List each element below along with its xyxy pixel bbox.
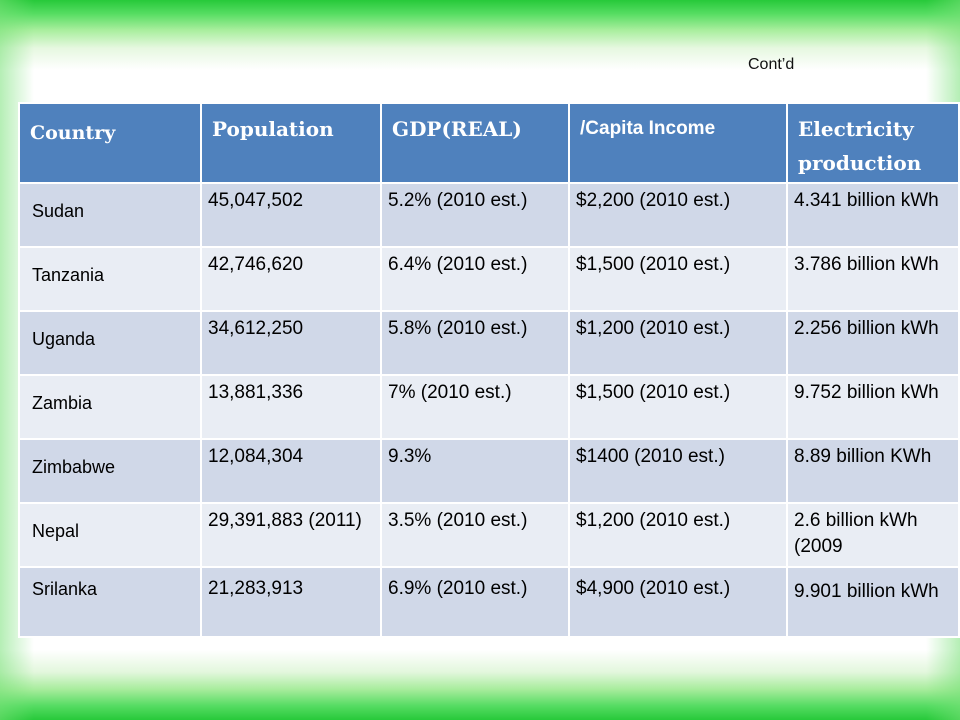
- cell-gdp: 9.3%: [380, 438, 570, 504]
- cell-capita-income: $1,200 (2010 est.): [568, 502, 788, 568]
- cell-country: Tanzania: [18, 246, 202, 312]
- table-row: Zambia 13,881,336 7% (2010 est.) $1,500 …: [18, 374, 960, 440]
- table-row: Srilanka 21,283,913 6.9% (2010 est.) $4,…: [18, 566, 960, 638]
- cell-electricity: 9.752 billion kWh: [786, 374, 960, 440]
- cell-capita-income: $1,200 (2010 est.): [568, 310, 788, 376]
- cell-electricity: 8.89 billion KWh: [786, 438, 960, 504]
- cell-population: 13,881,336: [200, 374, 382, 440]
- cell-population: 34,612,250: [200, 310, 382, 376]
- cell-electricity: 4.341 billion kWh: [786, 182, 960, 248]
- cell-country: Sudan: [18, 182, 202, 248]
- cell-gdp: 5.8% (2010 est.): [380, 310, 570, 376]
- header-capita-income: /Capita Income: [568, 102, 788, 184]
- cell-population: 21,283,913: [200, 566, 382, 638]
- header-country: Country: [18, 102, 202, 184]
- cell-country: Srilanka: [18, 566, 202, 638]
- table-row: Zimbabwe 12,084,304 9.3% $1400 (2010 est…: [18, 438, 960, 504]
- cell-electricity: 3.786 billion kWh: [786, 246, 960, 312]
- table-header-row: Country Population GDP(REAL) /Capita Inc…: [18, 102, 960, 184]
- cell-population: 12,084,304: [200, 438, 382, 504]
- table-row: Tanzania 42,746,620 6.4% (2010 est.) $1,…: [18, 246, 960, 312]
- table-row: Uganda 34,612,250 5.8% (2010 est.) $1,20…: [18, 310, 960, 376]
- table-row: Sudan 45,047,502 5.2% (2010 est.) $2,200…: [18, 182, 960, 248]
- cell-gdp: 6.4% (2010 est.): [380, 246, 570, 312]
- cell-population: 45,047,502: [200, 182, 382, 248]
- cell-electricity: 2.6 billion kWh (2009: [786, 502, 960, 568]
- cell-capita-income: $2,200 (2010 est.): [568, 182, 788, 248]
- cell-gdp: 6.9% (2010 est.): [380, 566, 570, 638]
- cell-electricity: 2.256 billion kWh: [786, 310, 960, 376]
- cell-capita-income: $4,900 (2010 est.): [568, 566, 788, 638]
- cell-country: Uganda: [18, 310, 202, 376]
- cell-country: Zambia: [18, 374, 202, 440]
- cell-gdp: 5.2% (2010 est.): [380, 182, 570, 248]
- header-electricity-production: Electricity production: [786, 102, 960, 184]
- cell-country: Nepal: [18, 502, 202, 568]
- cell-electricity: 9.901 billion kWh: [786, 566, 960, 638]
- table-row: Nepal 29,391,883 (2011) 3.5% (2010 est.)…: [18, 502, 960, 568]
- cell-population: 29,391,883 (2011): [200, 502, 382, 568]
- cell-capita-income: $1,500 (2010 est.): [568, 374, 788, 440]
- cell-gdp: 3.5% (2010 est.): [380, 502, 570, 568]
- header-population: Population: [200, 102, 382, 184]
- header-gdp: GDP(REAL): [380, 102, 570, 184]
- cell-population: 42,746,620: [200, 246, 382, 312]
- country-statistics-table: Country Population GDP(REAL) /Capita Inc…: [18, 102, 960, 638]
- cell-gdp: 7% (2010 est.): [380, 374, 570, 440]
- cell-capita-income: $1,500 (2010 est.): [568, 246, 788, 312]
- cell-country: Zimbabwe: [18, 438, 202, 504]
- cell-capita-income: $1400 (2010 est.): [568, 438, 788, 504]
- continued-label: Cont’d: [748, 56, 795, 73]
